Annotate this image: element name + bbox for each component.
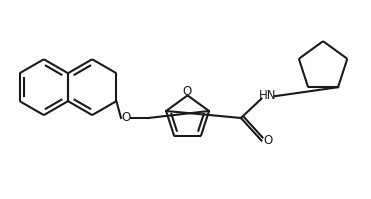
- Text: O: O: [121, 111, 131, 125]
- Text: O: O: [263, 134, 272, 147]
- Text: O: O: [182, 85, 191, 98]
- Text: HN: HN: [259, 89, 276, 102]
